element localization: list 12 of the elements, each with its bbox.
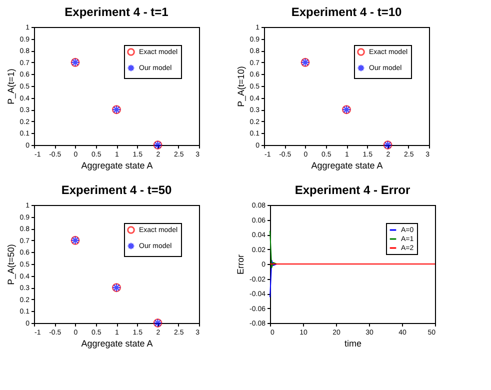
chart-title: Experiment 4 - t=10 [291, 5, 402, 19]
chart-title: Experiment 4 - Error [294, 183, 411, 197]
chart-title: Experiment 4 - t=1 [64, 5, 169, 19]
x-axis-title: Aggregate state A [81, 338, 153, 348]
x-axis-title: time [344, 338, 362, 348]
y-axis-title: Error [236, 254, 246, 274]
x-axis-title: Aggregate state A [311, 160, 383, 170]
y-axis-title: P_A(t=50) [6, 244, 16, 285]
x-axis-title: Aggregate state A [81, 160, 153, 170]
y-axis-title: P_A(t=10) [236, 66, 246, 107]
y-axis-title: P_A(t=1) [6, 68, 16, 104]
chart-title: Experiment 4 - t=50 [61, 183, 172, 197]
